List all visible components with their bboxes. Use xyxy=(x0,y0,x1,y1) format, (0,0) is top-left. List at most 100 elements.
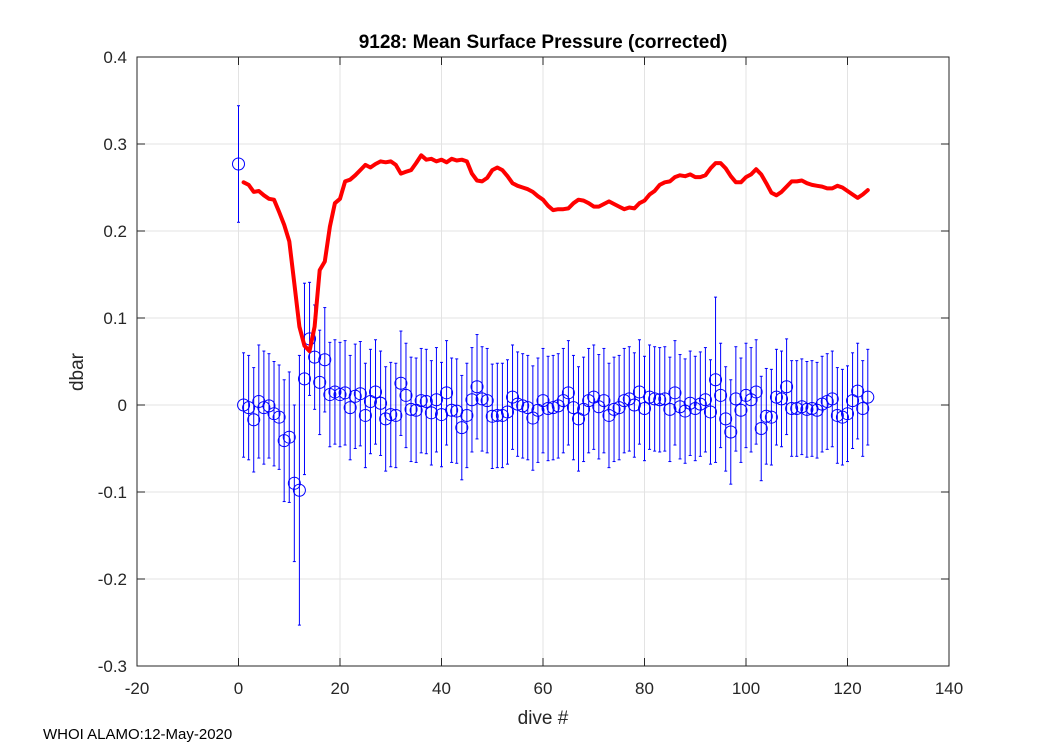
data-marker xyxy=(272,410,286,424)
data-marker xyxy=(511,397,525,411)
errorbar-point xyxy=(521,354,535,461)
x-tick-label: 140 xyxy=(935,679,963,698)
errorbar-point xyxy=(643,344,657,450)
errorbar-point xyxy=(754,375,768,482)
errorbar-point xyxy=(729,346,743,452)
errorbar-point xyxy=(318,307,332,413)
errorbar-point xyxy=(780,338,794,436)
errorbar-point xyxy=(292,354,306,626)
running-mean-series xyxy=(241,153,870,354)
data-marker xyxy=(714,388,728,402)
data-marker xyxy=(673,400,687,414)
errorbar-point xyxy=(724,379,738,485)
errorbar-point xyxy=(424,360,438,466)
errorbar-point xyxy=(353,340,367,447)
errorbar-point xyxy=(663,356,677,463)
errorbar-point xyxy=(500,359,514,465)
errorbar-point xyxy=(541,355,555,462)
x-tick-label: 60 xyxy=(534,679,553,698)
data-marker xyxy=(566,401,580,415)
y-tick-label: -0.3 xyxy=(98,657,127,676)
errorbar-point xyxy=(572,366,586,472)
errorbar-point xyxy=(668,340,682,446)
data-marker xyxy=(856,401,870,415)
data-marker xyxy=(247,413,261,427)
data-marker xyxy=(607,402,621,416)
data-marker xyxy=(841,407,854,421)
data-marker xyxy=(419,395,433,409)
errorbar-point xyxy=(475,346,489,452)
errorbar-point xyxy=(769,348,783,446)
errorbar-point xyxy=(470,334,484,440)
y-axis-label: dbar xyxy=(67,352,88,391)
data-marker xyxy=(262,399,276,413)
errorbar-point xyxy=(242,354,256,461)
data-marker xyxy=(282,430,296,444)
data-marker xyxy=(719,412,733,426)
errorbar-point xyxy=(480,347,494,454)
errorbar-point xyxy=(247,367,261,473)
errorbar-point xyxy=(399,342,413,449)
errorbar-point xyxy=(851,342,865,440)
errorbar-point xyxy=(333,341,347,448)
errorbar-point xyxy=(429,347,443,453)
data-marker xyxy=(455,421,469,435)
data-marker xyxy=(709,373,723,387)
errorbar-point xyxy=(551,353,565,459)
errorbar-point xyxy=(374,350,388,456)
errorbar-point xyxy=(683,350,697,456)
data-marker xyxy=(308,350,322,364)
data-marker xyxy=(851,384,865,398)
data-marker xyxy=(358,408,372,422)
errorbar-point xyxy=(384,361,398,468)
data-marker xyxy=(800,402,814,416)
errorbar-point xyxy=(445,357,459,463)
data-marker xyxy=(703,405,717,419)
errorbar-point xyxy=(404,356,418,463)
axes-frame xyxy=(136,56,950,667)
errorbar-point xyxy=(465,347,479,453)
data-marker xyxy=(754,421,768,435)
data-marker xyxy=(627,398,641,412)
data-marker xyxy=(338,386,352,400)
y-tick-label: 0.4 xyxy=(103,48,127,67)
errorbar-point xyxy=(658,346,672,452)
x-tick-label: 100 xyxy=(732,679,760,698)
errorbar-point xyxy=(511,351,525,457)
chart-title: 9128: Mean Surface Pressure (corrected) xyxy=(359,32,728,53)
data-marker xyxy=(506,390,520,404)
data-marker xyxy=(734,403,748,417)
data-marker xyxy=(612,401,626,415)
errorbar-point xyxy=(612,354,626,461)
data-marker xyxy=(490,408,504,422)
data-marker xyxy=(429,393,443,407)
errorbar-point xyxy=(607,356,621,463)
data-marker xyxy=(232,157,245,171)
data-marker xyxy=(551,399,565,413)
data-marker xyxy=(292,483,306,497)
data-marker xyxy=(638,401,651,415)
data-marker xyxy=(343,401,357,415)
errorbar-point xyxy=(688,355,702,462)
x-tick-label: 120 xyxy=(833,679,861,698)
axes-box xyxy=(136,56,950,667)
data-marker xyxy=(353,387,367,401)
data-marker xyxy=(242,401,256,415)
running-mean-line xyxy=(241,153,870,354)
errorbar-point xyxy=(698,347,712,453)
x-tick-label: 0 xyxy=(234,679,243,698)
errorbar-point xyxy=(338,340,352,446)
data-marker xyxy=(374,396,388,410)
y-tick-label: 0.1 xyxy=(103,309,127,328)
errorbar-point xyxy=(379,366,393,472)
errorbar-point xyxy=(536,347,550,454)
errorbar-point xyxy=(506,344,520,450)
errorbar-series xyxy=(232,105,875,626)
data-marker xyxy=(500,405,514,419)
errorbar-point xyxy=(790,360,804,457)
errorbar-point xyxy=(369,339,383,445)
errorbar-point xyxy=(841,365,854,463)
data-marker xyxy=(480,394,494,408)
data-marker xyxy=(546,401,560,415)
x-tick-label: 40 xyxy=(432,679,451,698)
